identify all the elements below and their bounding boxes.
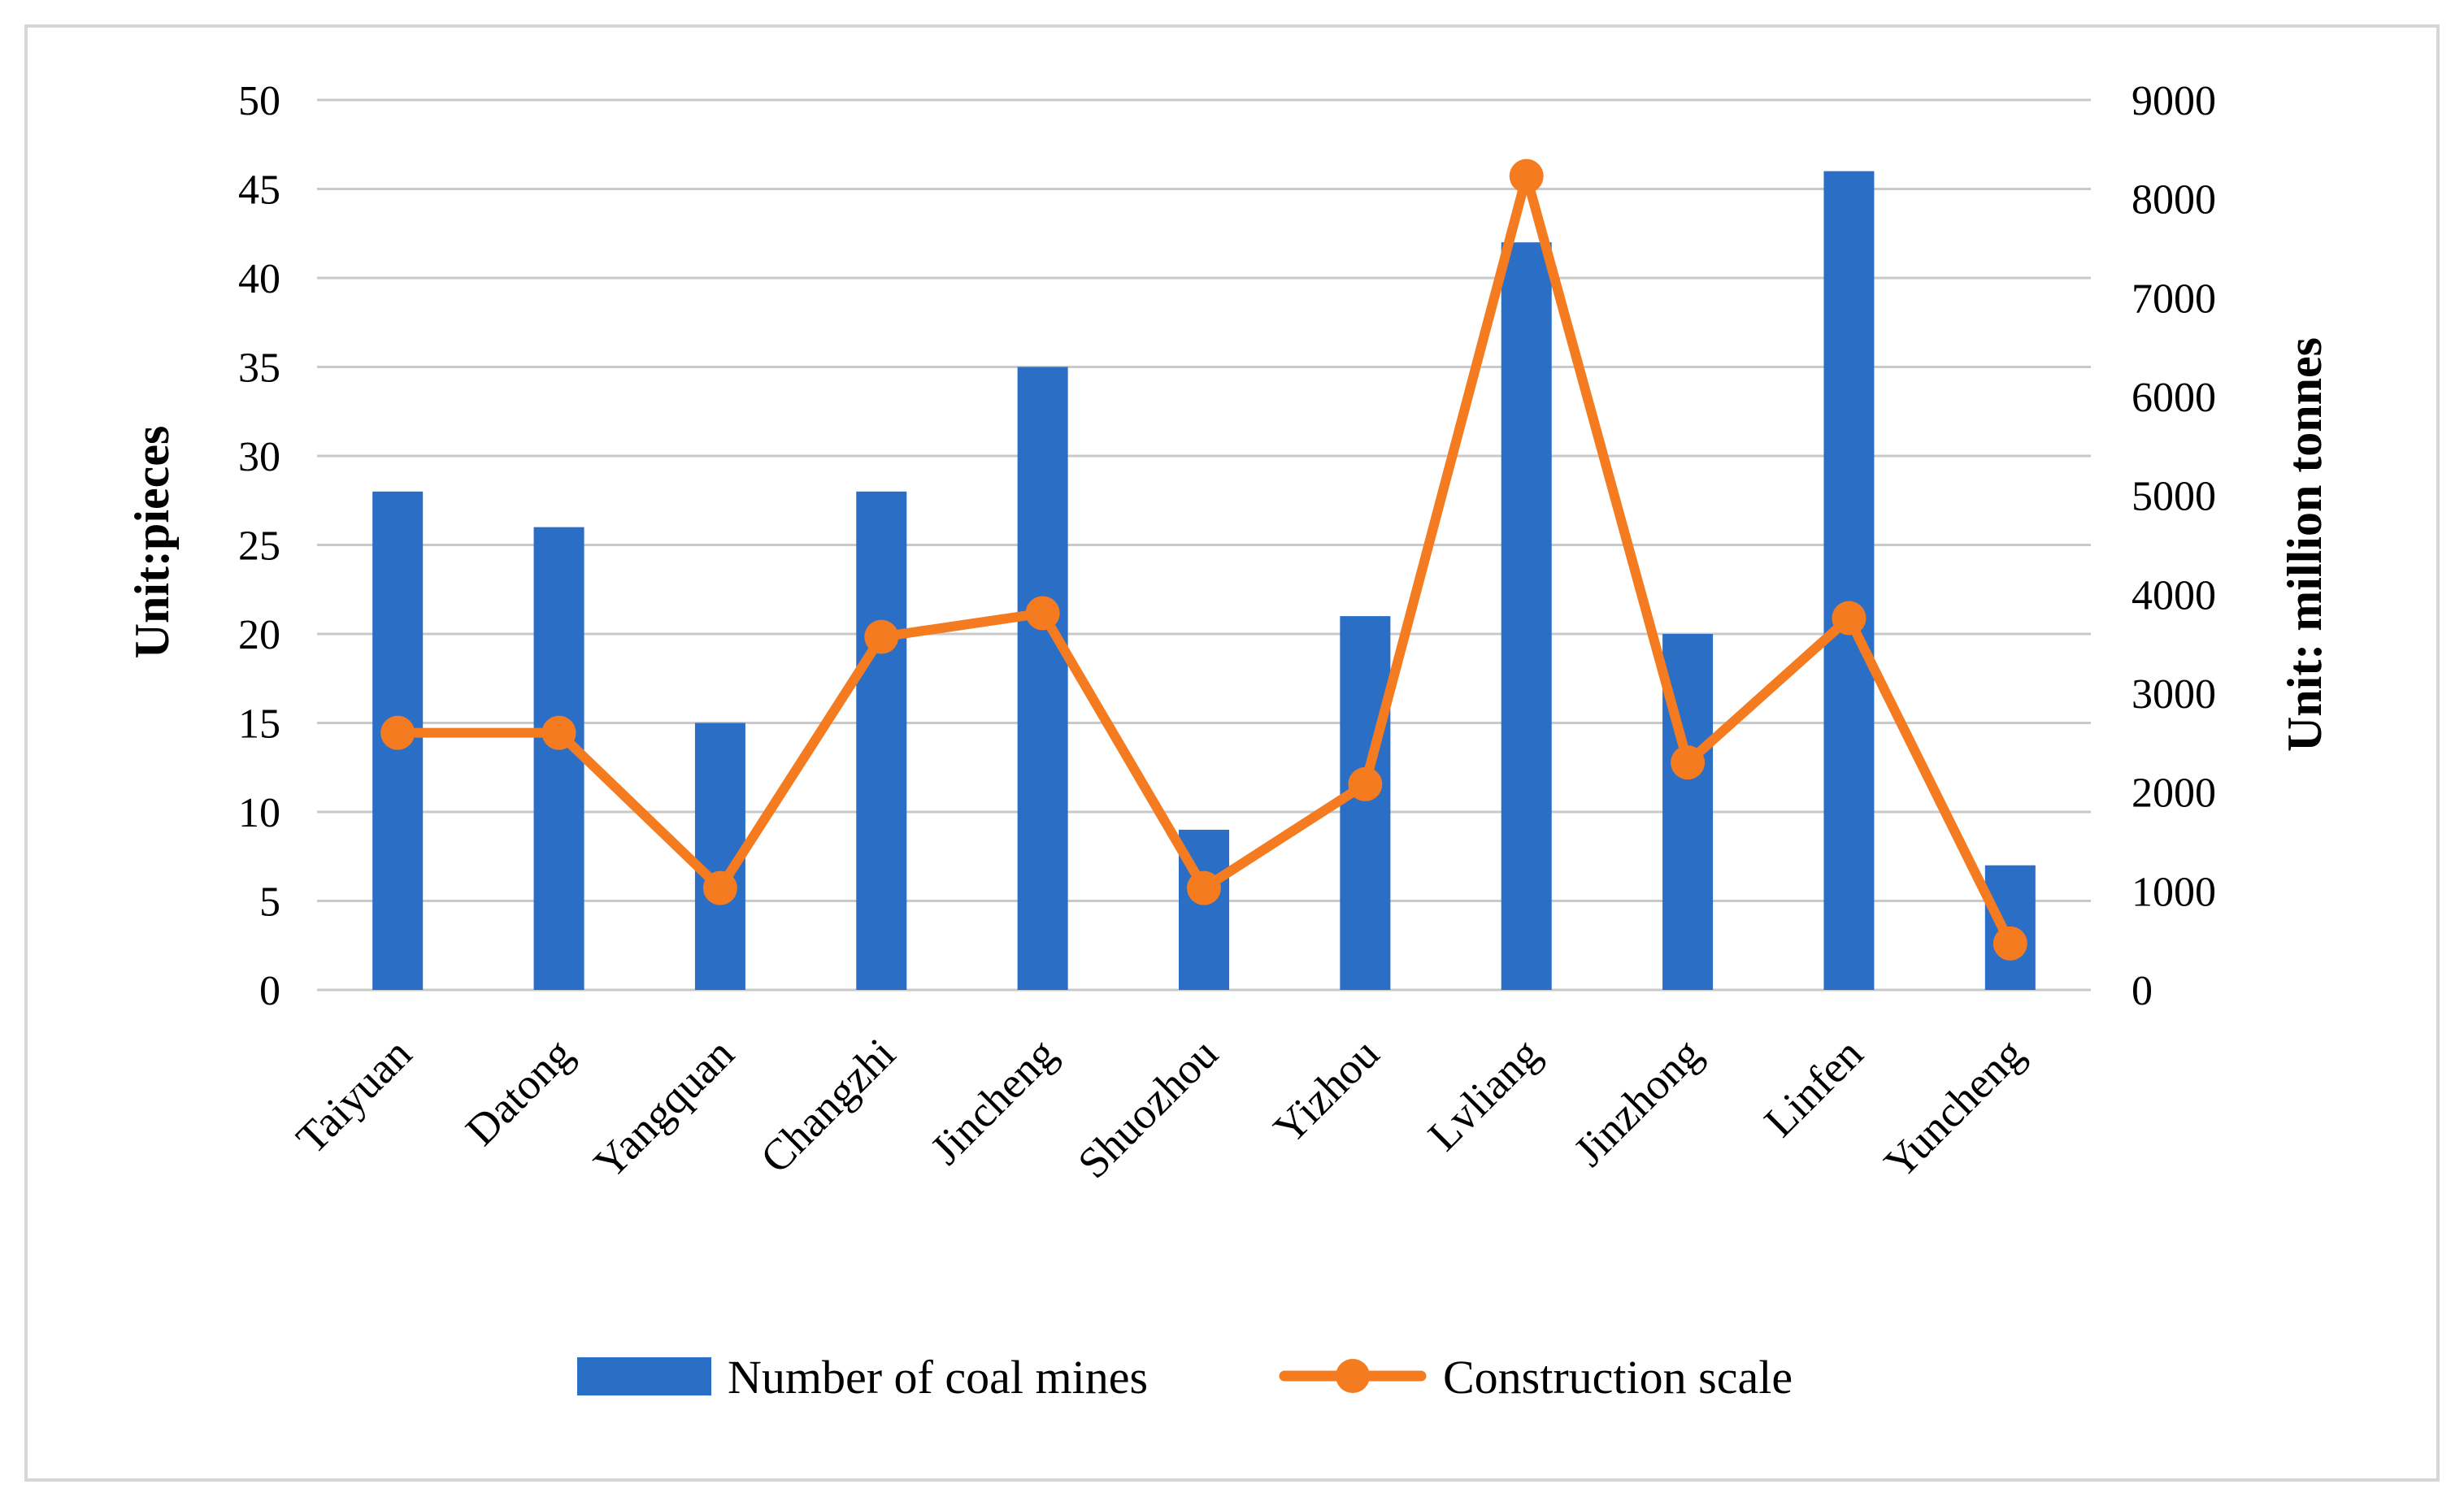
line-point: [1832, 601, 1866, 636]
y-tick-label: 5: [259, 879, 280, 926]
x-tick-label: Changzhi: [751, 1029, 905, 1183]
x-tick-label: Linfen: [1755, 1029, 1872, 1146]
bar: [1340, 616, 1391, 990]
y-tick-label: 10: [238, 790, 280, 836]
construction-scale-line: [393, 171, 2015, 948]
line-point: [1025, 596, 1060, 631]
y2-tick-label: 6000: [2132, 375, 2216, 421]
x-tick-label: Yangquan: [584, 1029, 744, 1188]
legend-bar-label: Number of coal mines: [728, 1351, 1148, 1404]
y-axis-title: Unit:pieces: [125, 426, 179, 659]
x-tick-label: Jincheng: [921, 1029, 1066, 1174]
legend-line-label: Construction scale: [1443, 1351, 1793, 1404]
y-tick-label: 45: [238, 167, 280, 214]
y-tick-label: 50: [238, 78, 280, 124]
line-point: [1187, 870, 1221, 905]
line-point: [1992, 926, 2027, 961]
x-tick-label: Shuozhou: [1068, 1029, 1227, 1187]
y2-tick-label: 4000: [2132, 572, 2216, 618]
x-tick-label: Yuncheng: [1875, 1029, 2033, 1187]
line-point: [541, 715, 576, 750]
bar: [533, 527, 584, 990]
line-series: [380, 158, 2027, 961]
line-point: [380, 715, 415, 750]
line-point: [702, 870, 737, 905]
y2-tick-label: 1000: [2132, 869, 2216, 915]
y2-tick-label: 2000: [2132, 770, 2216, 817]
bar: [1823, 171, 1875, 991]
y-tick-label: 0: [259, 968, 280, 1014]
y-tick-label: 25: [238, 523, 280, 570]
x-tick-label: Taiyuan: [287, 1029, 421, 1163]
y2-tick-label: 3000: [2132, 671, 2216, 718]
y-tick-label: 40: [238, 256, 280, 302]
y-tick-label: 20: [238, 612, 280, 658]
y2-tick-label: 7000: [2132, 276, 2216, 322]
bar: [1017, 367, 1068, 990]
bar-series: [372, 171, 2036, 991]
line-point: [1671, 745, 1706, 780]
x-axis-ticks: Taiyuan Datong Yangquan Changzhi Jincheng Shu…: [287, 1029, 2034, 1188]
line-point: [1509, 158, 1544, 193]
bar: [856, 491, 907, 990]
y2-tick-label: 9000: [2132, 78, 2216, 124]
y2-axis-ticks: 0 1000 2000 3000 4000 5000 6000 7000 8000 9000: [2132, 78, 2216, 1014]
x-tick-label: Lvliang: [1419, 1029, 1549, 1160]
line-point: [864, 619, 899, 654]
line-point: [1348, 766, 1383, 801]
gridlines: [317, 98, 2091, 992]
x-tick-label: Yizhou: [1264, 1029, 1388, 1153]
y2-tick-label: 0: [2132, 968, 2153, 1014]
x-tick-label: Jinzhong: [1564, 1029, 1710, 1175]
chart-frame: [24, 24, 2440, 1482]
y2-axis-title: Unit: million tonnes: [2278, 337, 2331, 752]
y-tick-label: 30: [238, 434, 280, 480]
legend: Number of coal mines Construction scale: [577, 1351, 1793, 1404]
y-tick-label: 15: [238, 701, 280, 748]
y-tick-label: 35: [238, 345, 280, 392]
y2-tick-label: 8000: [2132, 177, 2216, 224]
legend-bar-swatch: [577, 1357, 711, 1395]
legend-line-marker: [1336, 1359, 1370, 1393]
y2-tick-label: 5000: [2132, 474, 2216, 520]
bar: [1501, 242, 1552, 990]
x-tick-label: Datong: [456, 1029, 582, 1155]
y-axis-ticks: 0 5 10 15 20 25 30 35 40 45 50: [238, 78, 280, 1014]
